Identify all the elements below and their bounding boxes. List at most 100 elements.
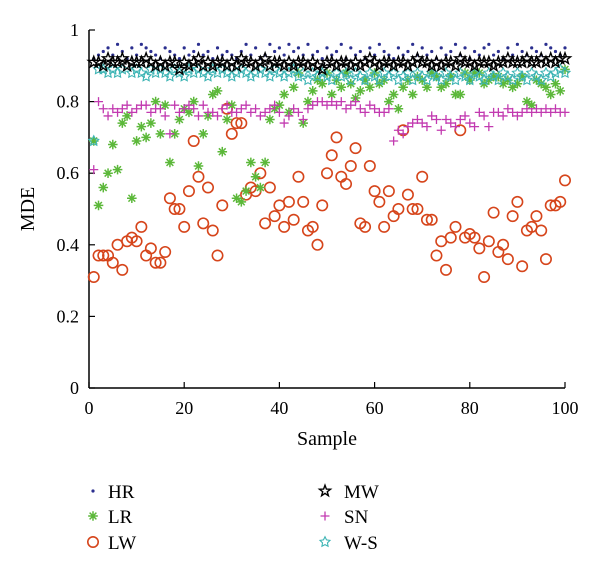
point-lw-mark — [530, 210, 543, 223]
point-w-s — [492, 73, 505, 86]
point-mw — [490, 54, 506, 69]
point-sn-mark — [527, 107, 537, 117]
point-w-s-mark — [325, 73, 338, 86]
point-lr — [108, 139, 118, 150]
point-w-s-mark — [435, 73, 448, 86]
point-lr — [541, 82, 551, 93]
legend-marker — [87, 535, 100, 548]
point-mw-mark — [314, 61, 330, 76]
point-lr-mark — [312, 75, 323, 85]
point-lr-mark — [484, 75, 494, 85]
point-lw — [482, 235, 495, 248]
point-lr — [303, 96, 313, 107]
point-mw-mark — [386, 57, 402, 73]
point-sn-mark — [550, 104, 560, 114]
point-lr-mark — [407, 89, 418, 100]
point-mw — [414, 54, 430, 69]
point-w-s — [282, 66, 296, 79]
point-w-s — [325, 73, 338, 86]
point-lr-mark — [479, 78, 489, 89]
point-sn — [255, 111, 265, 121]
point-lw — [144, 242, 157, 255]
legend-item-sn: SN — [320, 507, 369, 528]
point-hr — [101, 49, 105, 54]
point-lw-mark — [497, 238, 510, 251]
point-lr — [265, 114, 275, 125]
point-w-s-mark — [463, 73, 476, 86]
point-lr-mark — [227, 100, 237, 110]
point-lw-mark — [411, 203, 424, 216]
point-mw — [86, 54, 102, 69]
point-hr — [487, 42, 491, 46]
point-mw — [238, 54, 254, 69]
point-sn — [417, 118, 427, 128]
point-hr — [377, 42, 381, 46]
point-lw-mark — [378, 220, 391, 233]
point-lw — [558, 174, 571, 187]
point-sn-mark — [122, 100, 132, 110]
point-sn — [127, 107, 137, 117]
point-sn — [270, 100, 280, 110]
point-w-s — [244, 70, 257, 82]
point-mw-mark — [171, 61, 187, 76]
point-lr-mark — [131, 136, 142, 146]
point-hr-mark — [515, 42, 520, 46]
point-lw — [149, 256, 162, 269]
point-lr-mark — [336, 82, 347, 93]
point-sn-mark — [393, 125, 403, 135]
point-w-s — [139, 70, 153, 82]
point-lr-mark — [184, 107, 194, 118]
point-sn-mark — [189, 104, 199, 114]
point-sn — [217, 104, 227, 114]
point-hr-mark — [215, 46, 220, 50]
point-lw — [406, 203, 419, 216]
point-sn-mark — [436, 125, 446, 135]
point-mw-mark — [252, 54, 268, 69]
point-lw — [473, 242, 486, 255]
point-lw — [340, 177, 353, 190]
point-lw — [192, 170, 205, 183]
point-lr — [131, 136, 142, 146]
point-hr — [325, 46, 329, 50]
point-lw — [182, 185, 195, 198]
point-lw — [278, 220, 291, 233]
point-lr — [236, 197, 247, 207]
point-lr — [431, 71, 442, 82]
point-sn-mark — [232, 107, 242, 117]
point-hr-mark — [534, 49, 539, 54]
point-sn — [108, 104, 118, 114]
point-hr-mark — [549, 46, 553, 50]
point-mw-mark — [181, 57, 197, 73]
point-sn — [279, 118, 289, 128]
point-lw-mark — [444, 231, 457, 244]
point-lw-mark — [539, 253, 552, 266]
point-sn-mark — [317, 97, 327, 107]
legend-label: MW — [344, 482, 379, 503]
y-tick-label: 0 — [70, 378, 79, 398]
legend-item-mw: MW — [317, 482, 379, 503]
point-lr-mark — [541, 82, 551, 93]
point-mw — [314, 61, 330, 76]
point-sn — [522, 104, 532, 114]
point-lr-mark — [379, 75, 389, 85]
point-lw-mark — [282, 195, 295, 208]
point-lw — [320, 167, 333, 180]
point-mw-mark — [319, 54, 335, 69]
point-lr-mark — [384, 96, 394, 107]
point-hr-mark — [453, 42, 458, 46]
point-mw — [114, 50, 130, 65]
point-w-s — [344, 73, 357, 86]
point-sn — [289, 104, 299, 114]
point-sn-mark — [379, 107, 389, 117]
point-lw — [130, 235, 143, 248]
point-lr-mark — [274, 100, 285, 110]
point-sn — [512, 111, 522, 121]
point-lr — [241, 186, 251, 196]
point-lr — [103, 168, 113, 178]
point-lr-mark — [212, 86, 223, 96]
point-hr-mark — [368, 46, 372, 50]
point-hr-mark — [292, 49, 296, 54]
point-sn — [560, 107, 570, 117]
point-hr-mark — [472, 49, 477, 54]
point-lw — [411, 203, 424, 216]
